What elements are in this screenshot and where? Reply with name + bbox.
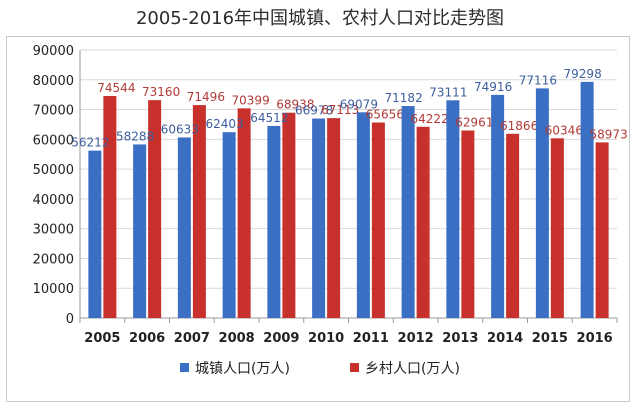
y-tick-label: 50000: [33, 163, 74, 178]
bar-rural: [550, 138, 564, 318]
data-label-urban: 77116: [519, 73, 557, 87]
bar-urban: [267, 125, 281, 318]
y-tick-label: 0: [66, 312, 74, 327]
x-tick-label: 2007: [174, 331, 210, 346]
legend-item-urban: 城镇人口(万人): [180, 358, 290, 378]
legend-label-urban: 城镇人口(万人): [195, 361, 290, 377]
bar-rural: [282, 112, 296, 318]
data-label-urban: 69079: [340, 97, 378, 111]
x-tick-label: 2005: [84, 331, 120, 346]
data-label-rural: 67113: [321, 103, 359, 117]
bar-rural: [103, 96, 117, 318]
bar-rural: [416, 126, 430, 318]
data-label-urban: 62403: [206, 117, 244, 131]
x-tick-label: 2015: [532, 331, 568, 346]
bar-urban: [535, 88, 549, 318]
data-label-rural: 68938: [276, 98, 314, 112]
bar-rural: [148, 100, 162, 318]
y-tick-label: 40000: [33, 193, 74, 208]
bar-rural: [237, 108, 251, 318]
bar-rural: [461, 130, 475, 318]
bar-urban: [133, 144, 147, 318]
data-label-rural: 58973: [590, 127, 628, 141]
y-tick-label: 70000: [33, 104, 74, 119]
bar-urban: [580, 81, 594, 318]
bar-urban: [177, 137, 191, 318]
data-label-urban: 74916: [474, 80, 512, 94]
y-tick-label: 10000: [33, 282, 74, 297]
y-tick-label: 90000: [33, 44, 74, 59]
data-label-urban: 64512: [250, 111, 288, 125]
y-tick-label: 20000: [33, 252, 74, 267]
x-tick-label: 2009: [263, 331, 299, 346]
data-label-urban: 60633: [161, 122, 199, 136]
x-tick-label: 2008: [219, 331, 255, 346]
legend-label-rural: 乡村人口(万人): [365, 361, 460, 377]
bar-rural: [506, 133, 520, 318]
y-tick-label: 60000: [33, 133, 74, 148]
x-tick-label: 2012: [398, 331, 434, 346]
data-label-urban: 56212: [71, 136, 109, 150]
data-label-rural: 74544: [97, 81, 135, 95]
data-label-urban: 71182: [385, 91, 423, 105]
bar-urban: [88, 150, 102, 318]
x-tick-label: 2013: [442, 331, 478, 346]
data-label-rural: 70399: [232, 93, 270, 107]
bar-rural: [371, 122, 385, 318]
bar-urban: [401, 106, 415, 318]
x-tick-label: 2006: [129, 331, 165, 346]
bar-urban: [491, 94, 505, 318]
data-label-rural: 61866: [500, 119, 538, 133]
legend-item-rural: 乡村人口(万人): [350, 358, 460, 378]
bar-rural: [327, 118, 341, 318]
data-label-rural: 73160: [142, 85, 180, 99]
y-tick-label: 30000: [33, 223, 74, 238]
x-tick-label: 2010: [308, 331, 344, 346]
x-tick-label: 2016: [577, 331, 613, 346]
data-label-urban: 58288: [116, 129, 154, 143]
bar-urban: [312, 118, 326, 318]
data-label-rural: 71496: [187, 90, 225, 104]
bar-urban: [222, 132, 236, 318]
data-label-rural: 60346: [545, 123, 583, 137]
bar-urban: [356, 112, 370, 318]
x-tick-label: 2014: [487, 331, 523, 346]
bar-rural: [595, 142, 609, 318]
legend-swatch-rural: [350, 363, 359, 372]
data-label-urban: 73111: [429, 85, 467, 99]
x-tick-label: 2011: [353, 331, 389, 346]
data-label-rural: 65656: [366, 107, 404, 121]
data-label-urban: 79298: [564, 67, 602, 81]
bar-urban: [446, 100, 460, 318]
data-label-rural: 64222: [411, 112, 449, 126]
legend-swatch-urban: [180, 363, 189, 372]
data-label-urban: 66978: [295, 104, 333, 118]
data-label-rural: 62961: [455, 116, 493, 130]
y-tick-label: 80000: [33, 74, 74, 89]
chart-title: 2005-2016年中国城镇、农村人口对比走势图: [135, 8, 505, 29]
bar-rural: [192, 105, 206, 318]
